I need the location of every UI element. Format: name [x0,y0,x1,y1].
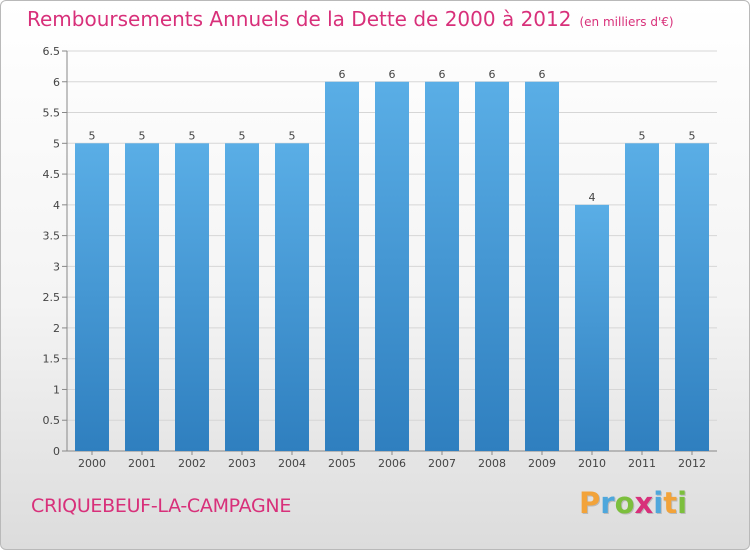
bar [125,143,159,452]
x-tick-label: 2005 [328,457,356,470]
y-tick-label: 6 [53,76,60,89]
y-tick-label: 1.5 [43,353,61,366]
bar [325,81,359,452]
data-label: 6 [389,68,396,81]
y-tick-label: 6.5 [43,45,61,58]
x-tick-label: 2008 [478,457,506,470]
y-tick-label: 3 [53,260,60,273]
bar [475,81,509,452]
data-label: 5 [689,129,696,142]
data-label: 5 [289,129,296,142]
bar [375,81,409,452]
x-tick-label: 2011 [628,457,656,470]
bar [575,204,609,451]
x-tick-label: 2010 [578,457,606,470]
x-tick-label: 2012 [678,457,706,470]
x-tick-label: 2001 [128,457,156,470]
bar [625,143,659,452]
y-tick-label: 4.5 [43,168,61,181]
y-tick-label: 5 [53,137,60,150]
x-tick-label: 2002 [178,457,206,470]
data-label: 6 [489,68,496,81]
bar [175,143,209,452]
data-label: 5 [639,129,646,142]
x-tick-label: 2009 [528,457,556,470]
data-label: 5 [89,129,96,142]
bar [75,143,109,452]
unit-label: (en milliers d'€) [579,15,674,29]
bar [525,81,559,452]
chart-title-text: Remboursements Annuels de la Dette de 20… [27,7,572,31]
commune-name: CRIQUEBEUF-LA-CAMPAGNE [31,495,292,517]
bar [275,143,309,452]
y-tick-label: 1 [53,383,60,396]
y-tick-label: 2 [53,322,60,335]
chart-title: Remboursements Annuels de la Dette de 20… [27,7,674,31]
data-label: 6 [339,68,346,81]
x-tick-label: 2006 [378,457,406,470]
bar [425,81,459,452]
data-label: 5 [139,129,146,142]
y-tick-label: 4 [53,199,60,212]
y-tick-label: 0.5 [43,414,61,427]
data-label: 5 [239,129,246,142]
y-tick-label: 0 [53,445,60,458]
data-label: 6 [439,68,446,81]
data-label: 5 [189,129,196,142]
proxiti-logo[interactable]: Proxiti [579,486,688,520]
x-tick-label: 2000 [78,457,106,470]
bar [225,143,259,452]
x-tick-label: 2007 [428,457,456,470]
y-tick-label: 5.5 [43,107,61,120]
data-label: 6 [539,68,546,81]
y-tick-label: 2.5 [43,291,61,304]
y-tick-label: 3.5 [43,230,61,243]
x-tick-label: 2003 [228,457,256,470]
x-tick-label: 2004 [278,457,306,470]
data-label: 4 [589,191,596,204]
bar [675,143,709,452]
